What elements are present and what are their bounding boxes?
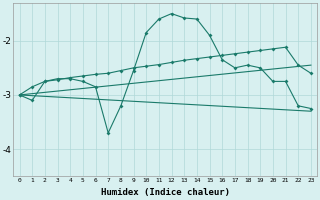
X-axis label: Humidex (Indice chaleur): Humidex (Indice chaleur) bbox=[101, 188, 230, 197]
